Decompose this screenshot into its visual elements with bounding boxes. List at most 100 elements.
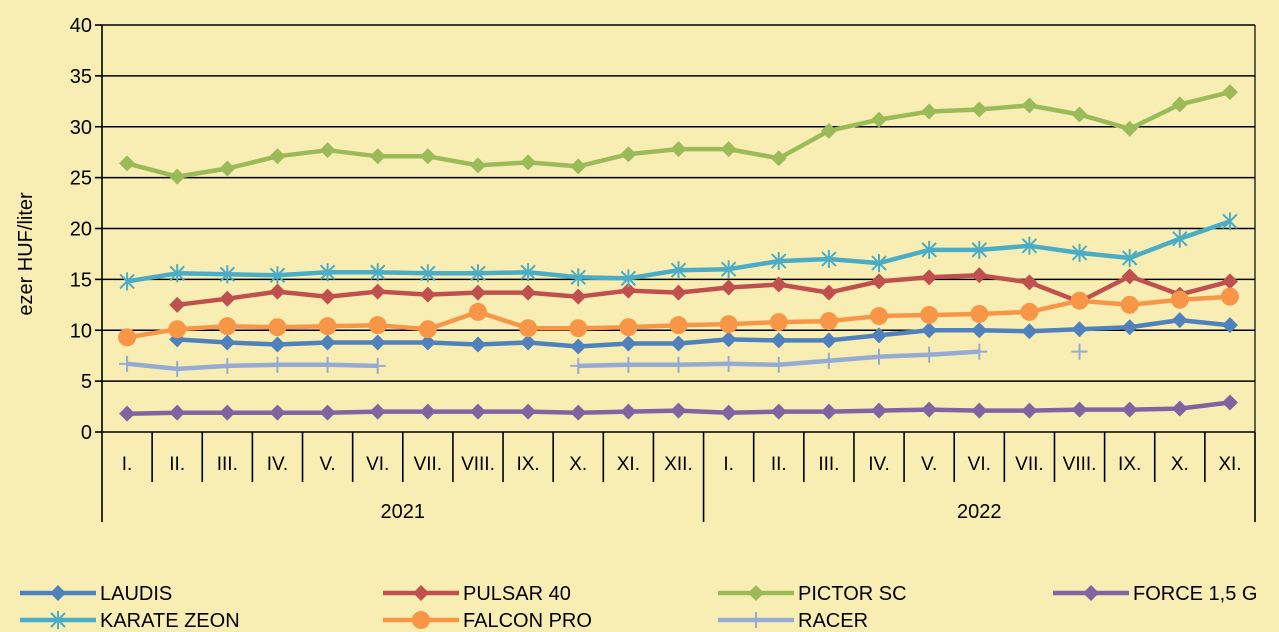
gridlines [102,24,1255,433]
data-point [770,150,787,167]
data-point [921,269,938,286]
data-point [419,148,436,165]
data-point [169,360,186,377]
data-point [570,158,587,175]
x-tick-label: I. [723,454,734,475]
y-tick-label: 15 [70,269,92,291]
y-tick-label: 25 [70,168,92,190]
y-tick-label: 5 [81,371,92,393]
y-axis-label: ezer HUF/liter [15,192,37,316]
legend-label: PULSAR 40 [463,583,571,605]
data-point [1071,343,1088,360]
data-point [1171,400,1188,417]
data-point [971,343,988,360]
data-point [720,279,737,296]
data-point [820,352,837,369]
data-point [269,356,286,373]
data-point [169,296,186,313]
data-point [50,585,66,601]
legend-item: PULSAR 40 [383,583,571,605]
data-point [469,157,486,174]
data-point [620,269,637,288]
data-point [1220,287,1239,306]
year-label: 2021 [381,501,426,523]
y-tick-label: 35 [70,66,92,88]
data-point [219,290,236,307]
data-point [369,283,386,300]
data-point [1221,273,1238,290]
y-tick-label: 30 [70,117,92,139]
data-point [1083,585,1099,601]
legend-label: FORCE 1,5 G [1133,583,1257,605]
series-karate-zeon [119,212,1238,291]
data-point [1222,212,1238,231]
data-point [1021,236,1038,255]
data-point [318,317,337,336]
data-point [820,284,837,301]
x-tick-label: VIII. [1063,454,1097,475]
data-point [469,284,486,301]
data-point [169,264,185,283]
data-point [119,355,136,372]
data-point [119,272,135,291]
x-axis-ticks: I. II. III. IV. V. VI. VII. VIII. IX. X. XI. XII. I.… [101,432,1256,523]
data-point [620,356,637,373]
data-point [570,357,587,374]
data-point [720,331,737,348]
year-label: 2022 [957,501,1002,523]
data-point [219,404,236,421]
data-point [871,254,887,273]
data-point [871,273,888,290]
data-point [570,338,587,355]
legend-label: KARATE ZEON [100,610,240,632]
data-point [748,612,764,628]
data-point [520,284,537,301]
data-point [519,319,538,338]
x-tick-label: IX. [516,454,539,475]
data-point [1171,96,1188,113]
data-point [1021,402,1038,419]
data-point [921,240,937,259]
legend: LAUDIS PULSAR 40 PICTOR SC FORCE 1,5 G KARAT… [20,583,1257,632]
data-point [871,402,888,419]
x-tick-label: II. [771,454,787,475]
series-laudis [169,312,1238,355]
x-tick-label: XI. [617,454,640,475]
data-point [871,327,888,344]
data-point [670,402,687,419]
data-point [971,101,988,118]
data-point [770,276,787,293]
data-point [720,141,737,158]
data-point [570,288,587,305]
x-tick-label: VII. [414,454,443,475]
series-line [126,90,1231,179]
data-point [719,315,738,334]
data-point [268,318,287,337]
data-point [469,336,486,353]
data-point [419,403,436,420]
series-falcon-pro [118,287,1239,347]
x-tick-label: II. [169,454,185,475]
data-point [670,356,687,373]
data-point [269,336,286,353]
series-racer [119,343,1088,377]
data-point [1021,274,1038,291]
data-point [1021,97,1038,114]
data-point [269,404,286,421]
legend-label: RACER [798,610,868,632]
data-point [269,148,286,165]
data-point [871,348,888,365]
data-point [748,585,764,601]
data-point [771,252,787,271]
data-point [921,322,938,339]
data-point [670,284,687,301]
data-point [1221,317,1238,334]
data-point [670,335,687,352]
x-tick-label: V. [319,454,335,475]
data-point [219,160,236,177]
data-point [219,265,236,284]
data-point [520,263,536,282]
x-tick-label: X. [1171,454,1189,475]
data-point [1170,290,1189,309]
data-point [720,404,737,421]
